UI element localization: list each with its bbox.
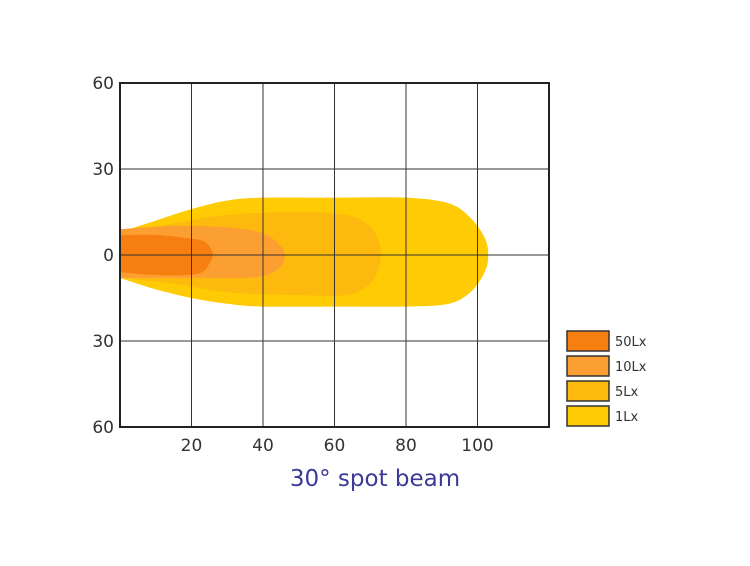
- legend-swatch-10lx: [566, 355, 610, 377]
- legend-label: 1Lx: [615, 410, 639, 425]
- y-tick-label: 0: [103, 246, 114, 266]
- chart-title: 30° spot beam: [289, 466, 461, 492]
- x-tick-labels: 20 40 60 80 100: [181, 436, 494, 456]
- legend-label: 50Lx: [615, 335, 647, 350]
- y-tick-label: 30: [92, 160, 114, 180]
- legend-label: 5Lx: [615, 385, 639, 400]
- legend-swatch-5lx: [566, 380, 610, 402]
- x-tick-label: 60: [324, 436, 346, 456]
- y-tick-labels: 60 30 0 30 60: [92, 74, 114, 438]
- plot-frame: [119, 82, 550, 428]
- legend: 50Lx 10Lx 5Lx 1Lx: [566, 330, 647, 427]
- plot-area: [120, 197, 489, 307]
- legend-label: 10Lx: [615, 360, 647, 375]
- y-tick-label: 60: [92, 418, 114, 438]
- legend-swatch-50lx: [566, 330, 610, 352]
- y-tick-label: 30: [92, 332, 114, 352]
- y-tick-label: 60: [92, 74, 114, 94]
- x-tick-label: 100: [461, 436, 493, 456]
- legend-swatch-1lx: [566, 405, 610, 427]
- grid: [120, 83, 549, 427]
- x-tick-label: 20: [181, 436, 203, 456]
- x-tick-label: 40: [252, 436, 274, 456]
- x-tick-label: 80: [395, 436, 417, 456]
